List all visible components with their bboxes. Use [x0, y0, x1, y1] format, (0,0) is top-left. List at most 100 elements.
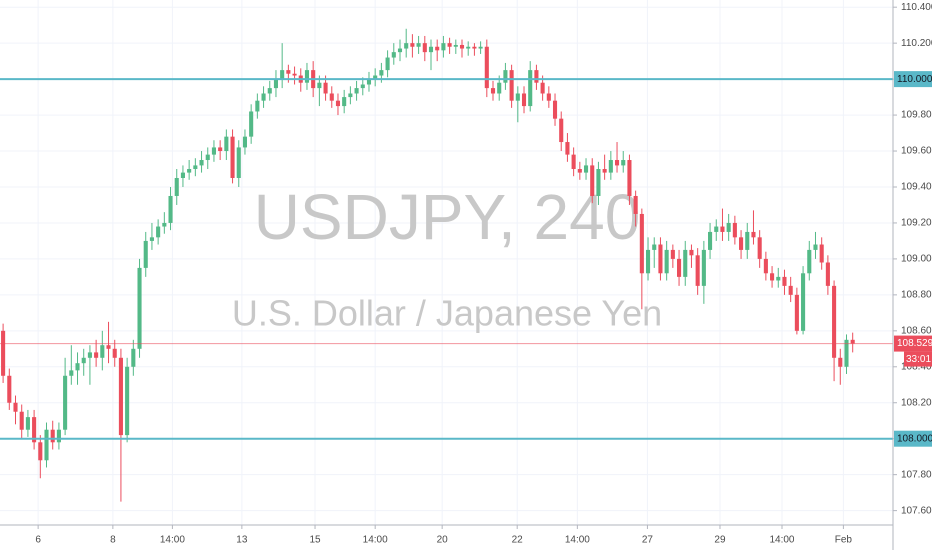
- candle-body: [25, 417, 30, 430]
- candle-body: [534, 70, 539, 83]
- candle-body: [459, 44, 465, 49]
- last-price-label: 108.529: [897, 338, 932, 349]
- candle-body: [776, 276, 781, 281]
- candle-body: [714, 226, 719, 232]
- candle-body: [577, 169, 582, 173]
- candle-body: [850, 339, 855, 344]
- candle-body: [404, 43, 409, 49]
- candle-body: [732, 222, 737, 238]
- candle-body: [348, 93, 353, 98]
- candle-body: [596, 169, 601, 196]
- candle-body: [726, 222, 731, 232]
- candle-body: [149, 237, 154, 241]
- candle-body: [602, 169, 607, 173]
- candle-body: [118, 357, 123, 436]
- candle-body: [32, 417, 37, 443]
- candle-body: [745, 231, 750, 250]
- y-tick-label: 109.200: [901, 218, 932, 229]
- candle-body: [199, 160, 204, 166]
- candle-body: [112, 348, 117, 358]
- candle-body: [261, 93, 266, 101]
- watermark-subtitle: U.S. Dollar / Japanese Yen: [232, 293, 662, 334]
- candle-body: [180, 172, 185, 178]
- y-tick-label: 108.800: [901, 290, 932, 301]
- candle-body: [844, 339, 849, 367]
- candle-body: [335, 100, 341, 107]
- candle-body: [205, 154, 210, 161]
- candle-body: [416, 43, 421, 47]
- candle-body: [187, 169, 192, 173]
- candle-body: [552, 100, 558, 119]
- candle-body: [639, 213, 644, 274]
- candle-body: [571, 154, 576, 170]
- candle-body: [230, 136, 235, 178]
- candle-body: [38, 442, 43, 461]
- x-tick-label: 29: [714, 535, 726, 546]
- candle-body: [224, 136, 229, 152]
- axes: 107.600 107.800 108.000 108.200 108.400 108.6…: [35, 2, 932, 546]
- candle-body: [75, 363, 80, 371]
- candle-body: [360, 84, 365, 89]
- candle-body: [559, 118, 564, 143]
- candle-body: [608, 160, 613, 173]
- countdown-label: 33:01: [906, 354, 931, 365]
- candle-body: [156, 226, 161, 238]
- candle-body: [168, 195, 173, 223]
- candle-body: [627, 160, 632, 196]
- candle-body: [677, 258, 682, 277]
- candle-body: [143, 240, 148, 268]
- candle-body: [50, 429, 55, 443]
- candle-body: [472, 46, 477, 49]
- candle-body: [453, 44, 458, 47]
- y-tick-label: 108.400: [901, 361, 932, 372]
- candle-body: [267, 88, 272, 94]
- candle-body: [162, 222, 167, 227]
- candle-body: [218, 147, 223, 152]
- candle-body: [354, 88, 359, 94]
- candle-body: [583, 165, 589, 173]
- candle-body: [273, 79, 279, 89]
- x-tick-label: 27: [642, 535, 654, 546]
- candle-body: [689, 249, 694, 256]
- candle-body: [373, 75, 378, 80]
- candle-body: [323, 82, 328, 94]
- candle-body: [211, 147, 216, 155]
- level-label: 110.000: [897, 74, 932, 85]
- candle-body: [832, 285, 837, 358]
- watermark-title: USDJPY, 240: [254, 181, 641, 253]
- candle-body: [391, 52, 396, 58]
- candle-body: [521, 93, 527, 107]
- candle-body: [174, 177, 179, 196]
- candle-body: [317, 82, 322, 89]
- candle-body: [329, 93, 334, 101]
- x-tick-label: 15: [309, 535, 321, 546]
- y-tick-label: 107.800: [901, 469, 932, 480]
- plot: [0, 28, 893, 502]
- candle-body: [478, 46, 483, 49]
- level-label-box: [894, 71, 932, 88]
- y-tick-label: 109.800: [901, 110, 932, 121]
- candle-body: [87, 352, 92, 358]
- candle-body: [1, 330, 6, 376]
- candle-body: [466, 46, 471, 49]
- x-tick-label: 14:00: [160, 535, 185, 546]
- candle-body: [770, 273, 775, 281]
- candle-body: [664, 249, 669, 274]
- candle-body: [428, 46, 434, 53]
- level-label: 108.000: [897, 433, 932, 444]
- candle-body: [422, 43, 427, 53]
- candle-body: [509, 70, 514, 101]
- candle-body: [782, 276, 787, 286]
- y-tick-label: 108.600: [901, 325, 932, 336]
- candle-body: [621, 160, 626, 166]
- y-tick-label: 110.400: [901, 2, 932, 13]
- candle-body: [410, 43, 415, 47]
- candle-body: [255, 100, 260, 112]
- candle-body: [125, 366, 130, 436]
- last-price-box: [894, 335, 932, 352]
- y-tick-label: 109.400: [901, 182, 932, 193]
- candle-body: [708, 231, 713, 250]
- candle-body: [441, 43, 446, 51]
